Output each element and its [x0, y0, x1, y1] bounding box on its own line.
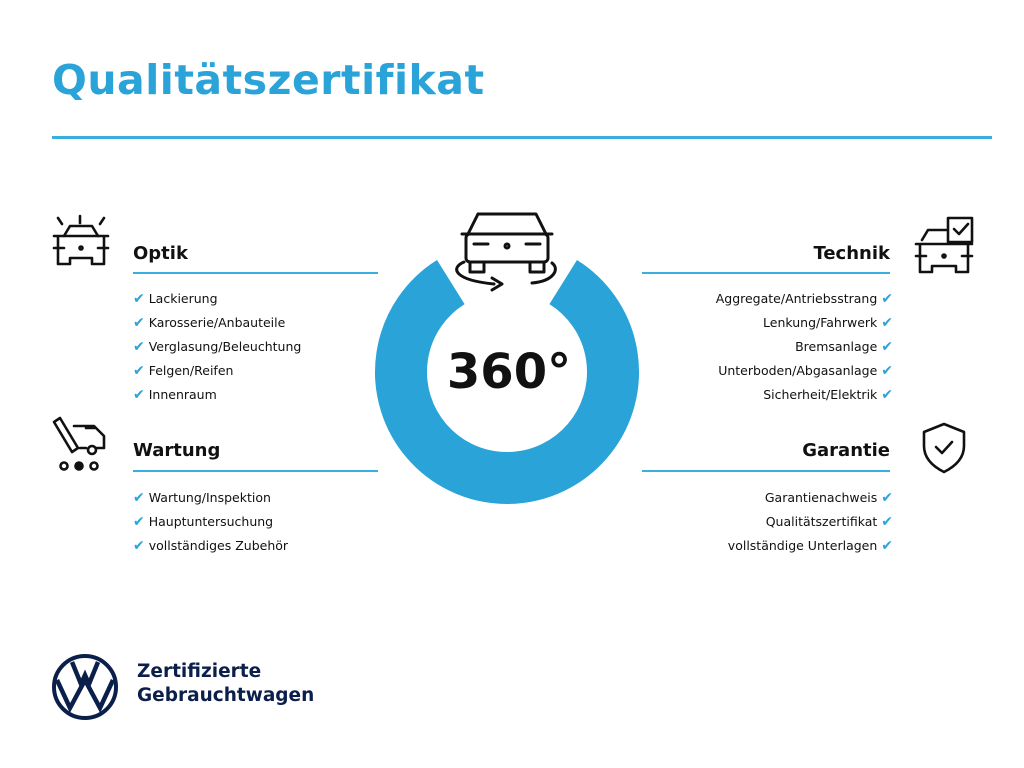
check-icon: ✔	[881, 387, 893, 403]
brand-line-1: Zertifizierte	[137, 661, 262, 682]
technik-list: Aggregate/Antriebsstrang ✔ Lenkung/Fahrw…	[600, 287, 893, 407]
list-item: ✔ Lackierung	[133, 291, 218, 307]
list-item: Unterboden/Abgasanlage ✔	[718, 363, 893, 379]
check-icon: ✔	[881, 339, 893, 355]
section-title-wartung: Wartung	[133, 440, 221, 461]
check-icon: ✔	[133, 363, 145, 379]
list-item: ✔ vollständiges Zubehör	[133, 538, 289, 554]
car-rotate-icon	[455, 212, 557, 292]
degrees-label: 360°	[447, 344, 571, 400]
list-item: ✔ Wartung/Inspektion	[133, 490, 271, 506]
page-title: Qualitätszertifikat	[52, 56, 485, 104]
list-item: ✔ Hauptuntersuchung	[133, 514, 274, 530]
list-item: Garantienachweis ✔	[764, 490, 893, 506]
wartung-list: ✔ Wartung/Inspektion ✔ Hauptuntersuchung…	[133, 486, 288, 558]
check-icon: ✔	[133, 514, 145, 530]
check-icon: ✔	[133, 538, 145, 554]
vw-logo	[52, 654, 118, 720]
ring-label: Gebrauchtwagen-Check	[380, 492, 634, 612]
service-van-icon	[52, 416, 106, 471]
section-divider-optik	[133, 272, 378, 274]
list-item: Bremsanlage ✔	[795, 339, 893, 355]
list-item: ✔ Karosserie/Anbauteile	[133, 315, 286, 331]
section-divider-technik	[642, 272, 890, 274]
brand-line-2: Gebrauchtwagen	[137, 685, 315, 706]
check-icon: ✔	[133, 490, 145, 506]
ring-label-path: Gebrauchtwagen-Check	[380, 492, 633, 612]
list-item: Lenkung/Fahrwerk ✔	[763, 315, 893, 331]
garantie-list: Garantienachweis ✔ Qualitätszertifikat ✔…	[600, 486, 893, 558]
list-item: vollständige Unterlagen ✔	[727, 538, 893, 554]
brand-label: Zertifizierte Gebrauchtwagen	[137, 660, 314, 708]
optik-list: ✔ Lackierung ✔ Karosserie/Anbauteile ✔ V…	[133, 287, 301, 407]
check-icon: ✔	[881, 291, 893, 307]
check-icon: ✔	[881, 315, 893, 331]
section-title-garantie: Garantie	[802, 440, 890, 461]
title-divider	[52, 136, 992, 139]
list-item: Aggregate/Antriebsstrang ✔	[715, 291, 893, 307]
list-item: ✔ Innenraum	[133, 387, 217, 403]
check-icon: ✔	[881, 363, 893, 379]
list-item: Qualitätszertifikat ✔	[765, 514, 893, 530]
check-icon: ✔	[881, 490, 893, 506]
car-checklist-icon	[914, 216, 974, 274]
section-divider-wartung	[133, 470, 378, 472]
check-icon: ✔	[133, 339, 145, 355]
section-title-technik: Technik	[813, 243, 890, 264]
shield-check-icon	[922, 422, 966, 474]
check-icon: ✔	[133, 291, 145, 307]
car-lights-icon	[52, 214, 110, 266]
section-title-optik: Optik	[133, 243, 188, 264]
check-icon: ✔	[881, 514, 893, 530]
check-icon: ✔	[133, 387, 145, 403]
section-divider-garantie	[642, 470, 890, 472]
check-icon: ✔	[133, 315, 145, 331]
check-ring	[375, 260, 639, 504]
list-item: ✔ Felgen/Reifen	[133, 363, 234, 379]
check-icon: ✔	[881, 538, 893, 554]
list-item: ✔ Verglasung/Beleuchtung	[133, 339, 302, 355]
list-item: Sicherheit/Elektrik ✔	[763, 387, 893, 403]
